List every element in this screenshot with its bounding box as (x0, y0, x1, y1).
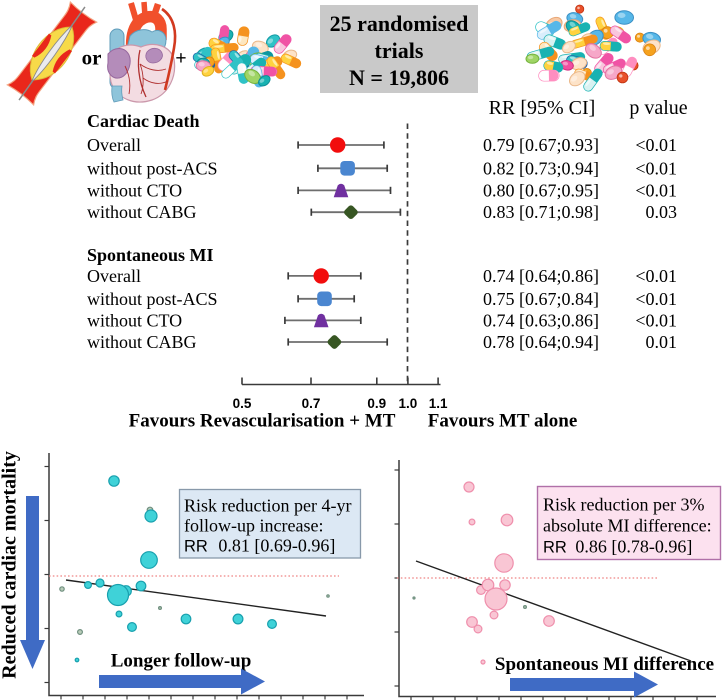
svg-text:Favours MT alone: Favours MT alone (428, 411, 578, 432)
svg-text:<0.01: <0.01 (635, 266, 677, 286)
svg-text:Longer follow-up: Longer follow-up (111, 651, 252, 672)
svg-text:Overall: Overall (87, 266, 141, 286)
svg-text:without CABG: without CABG (87, 202, 197, 222)
svg-text:Overall: Overall (87, 135, 141, 155)
svg-text:<0.01: <0.01 (635, 135, 677, 155)
svg-text:0.75 [0.67;0.84]: 0.75 [0.67;0.84] (483, 289, 599, 309)
svg-text:0.79 [0.67;0.93]: 0.79 [0.67;0.93] (483, 135, 599, 155)
svg-text:1.1: 1.1 (429, 396, 448, 411)
svg-text:or: or (82, 46, 102, 70)
svg-text:<0.01: <0.01 (635, 180, 677, 200)
svg-text:0.5: 0.5 (233, 396, 252, 411)
svg-text:0.9: 0.9 (367, 396, 386, 411)
svg-text:Risk reduction per 4-yr: Risk reduction per 4-yr (184, 496, 351, 516)
svg-text:0.82 [0.73;0.94]: 0.82 [0.73;0.94] (483, 158, 599, 178)
svg-text:Risk reduction per 3%: Risk reduction per 3% (543, 495, 704, 515)
svg-text:follow-up increase:: follow-up increase: (184, 516, 323, 536)
svg-text:0.80 [0.67;0.95]: 0.80 [0.67;0.95] (483, 180, 599, 200)
svg-text:Reduced cardiac mortality: Reduced cardiac mortality (0, 451, 21, 679)
svg-text:<0.01: <0.01 (635, 289, 677, 309)
svg-text:<0.01: <0.01 (635, 158, 677, 178)
svg-text:0.03: 0.03 (646, 202, 678, 222)
svg-text:Favours Revascularisation + MT: Favours Revascularisation + MT (129, 411, 396, 432)
svg-text:0.78 [0.64;0.94]: 0.78 [0.64;0.94] (483, 332, 599, 352)
svg-text:25 randomised: 25 randomised (330, 11, 469, 36)
svg-text:0.83 [0.71;0.98]: 0.83 [0.71;0.98] (483, 202, 599, 222)
svg-text:absolute MI difference:: absolute MI difference: (543, 516, 712, 536)
svg-text:p value: p value (629, 97, 687, 119)
svg-text:0.74 [0.63;0.86]: 0.74 [0.63;0.86] (483, 310, 599, 330)
svg-text:without post-ACS: without post-ACS (87, 158, 218, 178)
svg-text:Spontaneous MI: Spontaneous MI (87, 245, 214, 265)
svg-text:<0.01: <0.01 (635, 310, 677, 330)
svg-text:0.74 [0.64;0.86]: 0.74 [0.64;0.86] (483, 266, 599, 286)
svg-text:+: + (175, 48, 186, 70)
svg-text:without CTO: without CTO (87, 180, 182, 200)
svg-text:1.0: 1.0 (399, 396, 418, 411)
svg-text:RR 0.86 [0.78-0.96]: RR 0.86 [0.78-0.96] (543, 537, 692, 557)
svg-text:RR [95% CI]: RR [95% CI] (489, 97, 596, 119)
svg-text:Spontaneous MI difference: Spontaneous MI difference (495, 654, 714, 675)
svg-text:Cardiac Death: Cardiac Death (87, 111, 199, 131)
svg-text:0.01: 0.01 (646, 332, 678, 352)
svg-text:without CABG: without CABG (87, 332, 197, 352)
svg-text:without CTO: without CTO (87, 310, 182, 330)
svg-text:trials: trials (375, 38, 424, 63)
svg-text:N = 19,806: N = 19,806 (349, 65, 449, 90)
svg-text:0.7: 0.7 (302, 396, 321, 411)
svg-text:without post-ACS: without post-ACS (87, 289, 218, 309)
svg-text:RR 0.81 [0.69-0.96]: RR 0.81 [0.69-0.96] (184, 536, 335, 556)
